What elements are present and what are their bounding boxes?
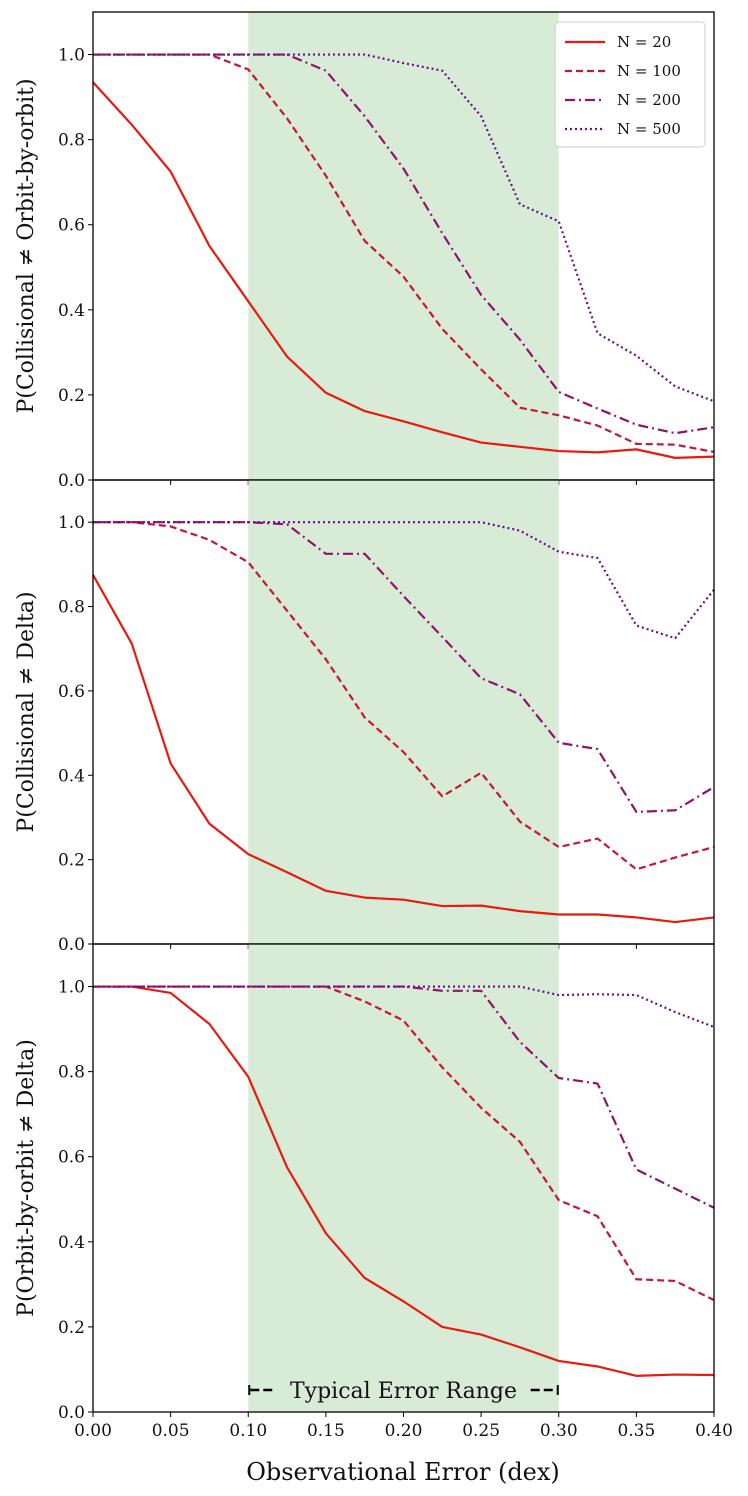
panel-3: 0.0 0.2 0.4 0.6 0.8 1.0 0.00 0.05 0.10 0.15 0.20 0.… xyxy=(14,943,733,1441)
legend-box xyxy=(554,21,706,148)
series-line-n500 xyxy=(93,521,715,640)
y-tick-label: 0.8 xyxy=(58,1063,85,1083)
x-tick-label: 0.40 xyxy=(695,1421,733,1441)
series-line-n100 xyxy=(93,521,715,871)
series-line-n200 xyxy=(93,985,715,1209)
y-tick-label: 0.0 xyxy=(58,935,85,955)
typical-error-annotation: Typical Error Range xyxy=(248,1379,559,1404)
series-line-n20 xyxy=(93,985,715,1377)
y-axis-label: P(Orbit-by-orbit ≠ Delta) xyxy=(14,1039,39,1317)
legend-label-n500: N = 500 xyxy=(617,120,681,138)
series-line-n20 xyxy=(92,81,715,459)
y-tick-label: 0.0 xyxy=(58,471,85,491)
x-tick-label: 0.30 xyxy=(540,1421,578,1441)
x-tick-label: 0.10 xyxy=(229,1421,267,1441)
y-tick-label: 1.0 xyxy=(58,46,85,66)
typical-error-shade xyxy=(248,480,559,944)
y-tick-label: 0.8 xyxy=(58,598,85,618)
series-line-n500 xyxy=(93,53,715,403)
series-line-n200 xyxy=(93,53,715,435)
y-tick-label: 0.2 xyxy=(58,1318,85,1338)
x-tick-label: 0.05 xyxy=(152,1421,190,1441)
y-tick-label: 0.6 xyxy=(58,1148,85,1168)
y-tick-label: 1.0 xyxy=(58,978,85,998)
series-line-n20 xyxy=(92,574,715,924)
y-tick-label: 0.4 xyxy=(58,1233,85,1253)
y-tick-label: 0.4 xyxy=(58,301,85,321)
y-tick-label: 0.0 xyxy=(58,1403,85,1423)
series-line-n500 xyxy=(93,985,715,1028)
y-tick-label: 1.0 xyxy=(58,513,85,533)
y-tick-label: 0.2 xyxy=(58,386,85,406)
typical-error-shade xyxy=(248,944,559,1412)
y-tick-label: 0.2 xyxy=(58,851,85,871)
y-tick-label: 0.6 xyxy=(58,216,85,236)
legend: N = 20 N = 100 N = 200 N = 500 xyxy=(554,21,706,148)
legend-label-n200: N = 200 xyxy=(617,91,681,109)
y-tick-label: 0.4 xyxy=(58,766,85,786)
y-tick-label: 0.6 xyxy=(58,682,85,702)
y-tick-label: 0.8 xyxy=(58,131,85,151)
legend-label-n20: N = 20 xyxy=(617,33,671,51)
typical-error-label: Typical Error Range xyxy=(290,1379,517,1404)
x-tick-label: 0.00 xyxy=(74,1421,112,1441)
series-line-n200 xyxy=(93,521,715,814)
panels: 0.0 0.2 0.4 0.6 0.8 1.0 P(Collisional ≠ Orbit-… xyxy=(14,11,733,1441)
typical-error-shade xyxy=(248,12,559,480)
x-tick-label: 0.25 xyxy=(462,1421,500,1441)
x-axis-label: Observational Error (dex) xyxy=(246,1458,560,1486)
panel-2: 0.0 0.2 0.4 0.6 0.8 1.0 P(Collisional ≠ Delta) xyxy=(14,479,715,955)
y-axis-label: P(Collisional ≠ Orbit-by-orbit) xyxy=(14,78,39,413)
y-axis-label: P(Collisional ≠ Delta) xyxy=(14,591,39,832)
panel-1: 0.0 0.2 0.4 0.6 0.8 1.0 P(Collisional ≠ Orbit-… xyxy=(14,11,715,491)
x-tick-label: 0.35 xyxy=(617,1421,655,1441)
legend-label-n100: N = 100 xyxy=(617,62,681,80)
x-tick-label: 0.20 xyxy=(385,1421,423,1441)
x-tick-label: 0.15 xyxy=(307,1421,345,1441)
